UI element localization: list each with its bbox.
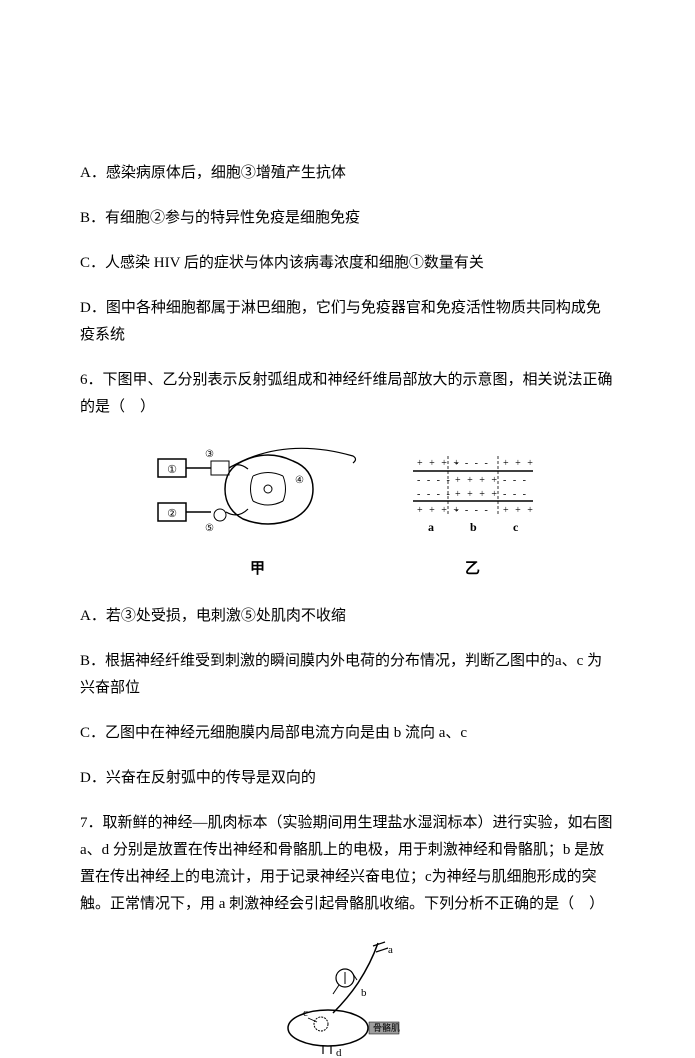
svg-text:- - - -: - - - - [417,475,452,486]
svg-text:+ + +: + + + [503,458,535,469]
svg-text:- - -: - - - [503,489,528,500]
svg-text:+ + +: + + + [503,505,535,516]
svg-text:⑤: ⑤ [205,523,214,534]
label-c: c [303,1007,308,1019]
option-b-q5: B．有细胞②参与的特异性免疫是细胞免疫 [80,205,615,232]
option-c-q6: C．乙图中在神经元细胞膜内局部电流方向是由 b 流向 a、c [80,720,615,747]
svg-text:- - - -: - - - - [417,489,452,500]
muscle-label: 骨骼肌 [373,1022,400,1033]
nerve-muscle-figure: a b c 骨骼肌 d [80,938,615,1058]
svg-text:- - - -: - - - - [455,458,490,469]
nerve-fiber-diagram: + + + + - - - - + + + - - - - + + + + - … [403,441,543,541]
svg-text:②: ② [167,508,177,520]
figure-yi-wrapper: + + + + - - - - + + + - - - - + + + + - … [403,441,543,583]
question-6-text: 6．下图甲、乙分别表示反射弧组成和神经纤维局部放大的示意图，相关说法正确的是（ … [80,367,615,421]
figure-yi: + + + + - - - - + + + - - - - + + + + - … [403,441,543,551]
svg-text:①: ① [167,464,177,476]
figure-yi-label: 乙 [403,556,543,583]
svg-text:- - -: - - - [503,475,528,486]
yi-label-c: c [513,520,519,534]
option-d-q6: D．兴奋在反射弧中的传导是双向的 [80,765,615,792]
figure-jia-wrapper: ① ② ③ ⑤ ④ 甲 [153,441,363,583]
option-b-q6: B．根据神经纤维受到刺激的瞬间膜内外电荷的分布情况，判断乙图中的a、c 为兴奋部… [80,648,615,702]
yi-label-b: b [470,520,477,534]
label-d: d [336,1047,342,1058]
svg-text:- - - -: - - - - [455,505,490,516]
option-d-q5: D．图中各种细胞都属于淋巴细胞，它们与免疫器官和免疫活性物质共同构成免疫系统 [80,295,615,349]
label-b: b [361,987,367,999]
label-a: a [388,944,393,956]
option-a-q6: A．若③处受损，电刺激⑤处肌肉不收缩 [80,603,615,630]
question-7-text: 7．取新鲜的神经—肌肉标本（实验期间用生理盐水湿润标本）进行实验，如右图 a、d… [80,810,615,918]
reflex-arc-diagram: ① ② ③ ⑤ ④ [153,441,363,541]
svg-text:④: ④ [295,475,304,486]
figure-container-q6: ① ② ③ ⑤ ④ 甲 [80,441,615,583]
svg-text:+ + + +: + + + + [455,489,499,500]
figure-jia: ① ② ③ ⑤ ④ [153,441,363,551]
option-c-q5: C．人感染 HIV 后的症状与体内该病毒浓度和细胞①数量有关 [80,250,615,277]
nerve-muscle-diagram: a b c 骨骼肌 d [273,938,423,1058]
figure-jia-label: 甲 [153,556,363,583]
option-a-q5: A．感染病原体后，细胞③增殖产生抗体 [80,160,615,187]
yi-label-a: a [428,520,434,534]
svg-text:+ + + +: + + + + [455,475,499,486]
svg-text:③: ③ [205,449,214,460]
